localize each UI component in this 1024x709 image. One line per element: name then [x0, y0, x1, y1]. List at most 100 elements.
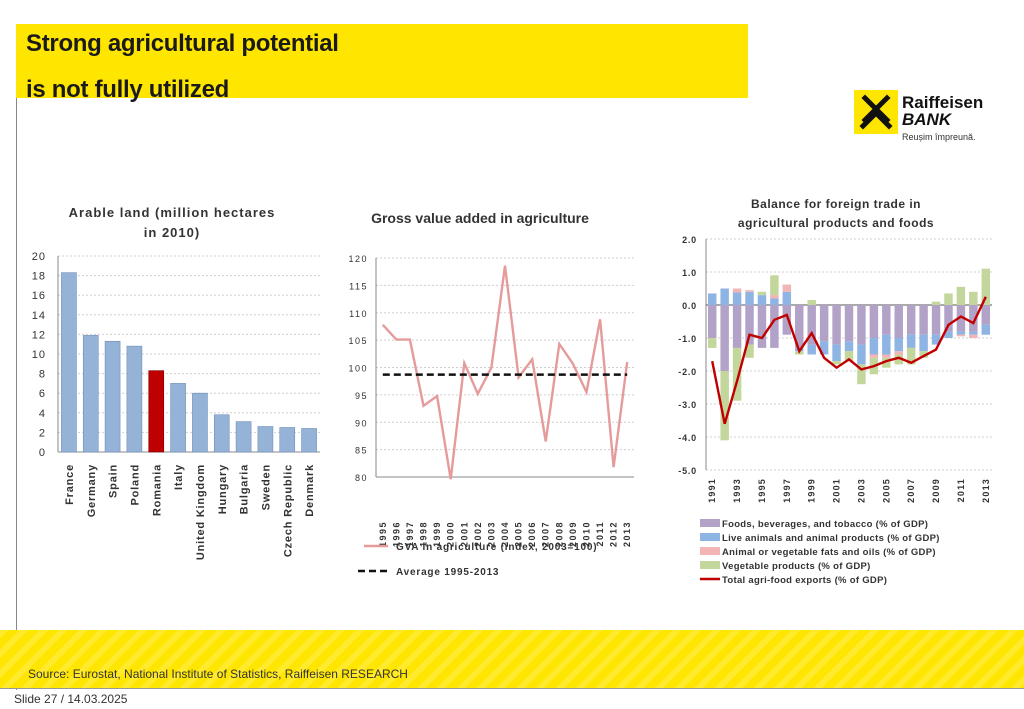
chart2-xtick-label: 1995 [378, 521, 388, 547]
chart3-bar-segment [770, 275, 779, 296]
logo-name: Raiffeisen [902, 93, 983, 112]
chart3-bar-segment [844, 305, 854, 342]
chart2-xtick-label: 2004 [500, 521, 510, 547]
chart3-xtick-label: 1991 [707, 478, 717, 503]
chart1-category-label: Romania [151, 464, 163, 516]
chart2-ytick-label: 120 [348, 254, 368, 264]
chart3-bar-segment [931, 305, 941, 335]
chart3-bar-segment [969, 334, 978, 338]
chart3-bar-segment [844, 351, 854, 362]
chart2-ytick-label: 90 [355, 418, 368, 428]
gable-cross-icon [859, 94, 893, 130]
chart3-title-line-1: Balance for foreign trade in [751, 197, 921, 211]
chart1-category-label: Spain [108, 464, 120, 498]
chart2-xtick-label: 2007 [541, 521, 551, 547]
gva-chart: Gross value added in agriculture 80 85 90 9… [348, 210, 634, 578]
chart1-category-label: Germany [86, 464, 98, 517]
chart1-ytick-label: 12 [32, 329, 46, 341]
logo-sub: BANK [902, 110, 953, 129]
chart3-bar-segment [919, 305, 928, 335]
chart3-bar-segment [944, 293, 953, 305]
chart3-xtick-label: 2013 [981, 478, 991, 503]
chart3-bar-segment [894, 338, 903, 352]
chart1-bar [213, 414, 230, 453]
chart2-xtick-label: 2006 [527, 521, 537, 547]
trade-balance-chart: Balance for foreign trade in agricultura… [678, 197, 992, 586]
chart3-bar-segment [757, 295, 767, 305]
chart2-xtick-label: 2011 [595, 521, 605, 547]
chart3-bar-segment [906, 305, 916, 335]
chart3-ytick-label: -1.0 [678, 334, 697, 344]
chart2-ytick-label: 110 [349, 309, 368, 319]
chart2-xtick-label: 2002 [473, 521, 483, 547]
chart3-bar-segment [807, 344, 816, 355]
chart2-xtick-label: 1996 [391, 521, 401, 547]
chart1-bar [61, 272, 77, 453]
chart1-category-label: United Kingdom [195, 464, 207, 560]
chart1-bar [301, 428, 317, 453]
chart3-bar-segment [732, 305, 742, 348]
chart1-title-line-2: in 2010) [144, 225, 200, 240]
chart3-bar-segment [969, 291, 978, 305]
chart3-legend-label: Vegetable products (% of GDP) [722, 561, 871, 572]
chart2-xtick-label: 1998 [419, 521, 429, 547]
chart3-bar-segment [745, 290, 754, 292]
chart1-bar [148, 370, 165, 453]
chart1-bar [257, 426, 274, 453]
chart1-category-label: Czech Republic [282, 464, 294, 557]
chart2-ytick-label: 105 [348, 336, 368, 346]
chart3-bar-segment [720, 371, 729, 441]
title-band [16, 24, 748, 98]
chart1-category-label: France [64, 464, 76, 505]
chart3-xtick-label: 2005 [881, 478, 891, 503]
chart2-xtick-label: 1997 [405, 521, 415, 547]
logo-tagline: Reușim împreună. [902, 132, 976, 142]
chart1-bar [82, 335, 99, 453]
chart3-ytick-label: -4.0 [678, 433, 697, 443]
chart2-xtick-label: 2012 [609, 521, 619, 547]
chart3-bar-segment [732, 288, 742, 293]
chart1-ytick-label: 14 [32, 310, 46, 322]
chart3-legend-swatch [700, 561, 720, 569]
chart1-bar [170, 383, 186, 453]
chart2-xtick-label: 2005 [514, 521, 524, 547]
footer-rule [0, 688, 1024, 689]
chart1-category-label: Sweden [260, 464, 272, 510]
chart3-bar-segment [857, 344, 866, 365]
chart3-series-total [711, 296, 987, 425]
chart3-bar-segment [882, 305, 891, 335]
chart2-ytick-label: 115 [349, 281, 368, 291]
chart1-ytick-label: 8 [39, 369, 46, 381]
chart3-bar-segment [919, 334, 928, 352]
chart3-bar-segment [882, 357, 891, 368]
chart3-bar-segment [869, 305, 879, 338]
chart3-bar-segment [770, 305, 779, 348]
chart3-ytick-label: -2.0 [678, 367, 697, 377]
arable-land-chart: Arable land (million hectares in 2010) 0… [32, 205, 320, 560]
chart3-bar-segment [745, 291, 754, 305]
chart3-bar-segment [770, 298, 779, 305]
chart3-legend-label: Foods, beverages, and tobacco (% of GDP) [722, 519, 928, 530]
chart2-ytick-label: 85 [355, 446, 368, 456]
chart2-xtick-label: 2009 [568, 521, 578, 547]
chart3-bar-segment [956, 305, 966, 332]
chart3-bar-segment [732, 347, 742, 401]
slide-title-line-1: Strong agricultural potential [26, 30, 339, 57]
chart2-xtick-label: 2013 [622, 521, 632, 547]
chart3-bar-segment [832, 344, 841, 362]
chart3-xtick-label: 2001 [832, 478, 842, 503]
chart3-bar-segment [757, 305, 767, 348]
raiffeisen-logo: Raiffeisen BANK Reușim împreună. [854, 90, 983, 142]
chart3-legend-swatch [700, 547, 720, 555]
chart3-ytick-label: 2.0 [682, 235, 697, 245]
chart3-bar-segment [720, 305, 729, 371]
chart3-bar-segment [906, 334, 916, 348]
left-rule [16, 98, 17, 690]
chart3-legend-swatch [700, 533, 720, 541]
chart1-category-label: Denmark [304, 464, 316, 517]
chart2-legend-label-gva: GVA in agriculture (index, 2003=100) [396, 542, 597, 553]
chart3-ytick-label: -5.0 [678, 466, 697, 476]
chart3-bar-segment [857, 305, 866, 345]
chart2-xtick-label: 2001 [459, 521, 469, 547]
chart3-bar-segment [981, 268, 991, 305]
